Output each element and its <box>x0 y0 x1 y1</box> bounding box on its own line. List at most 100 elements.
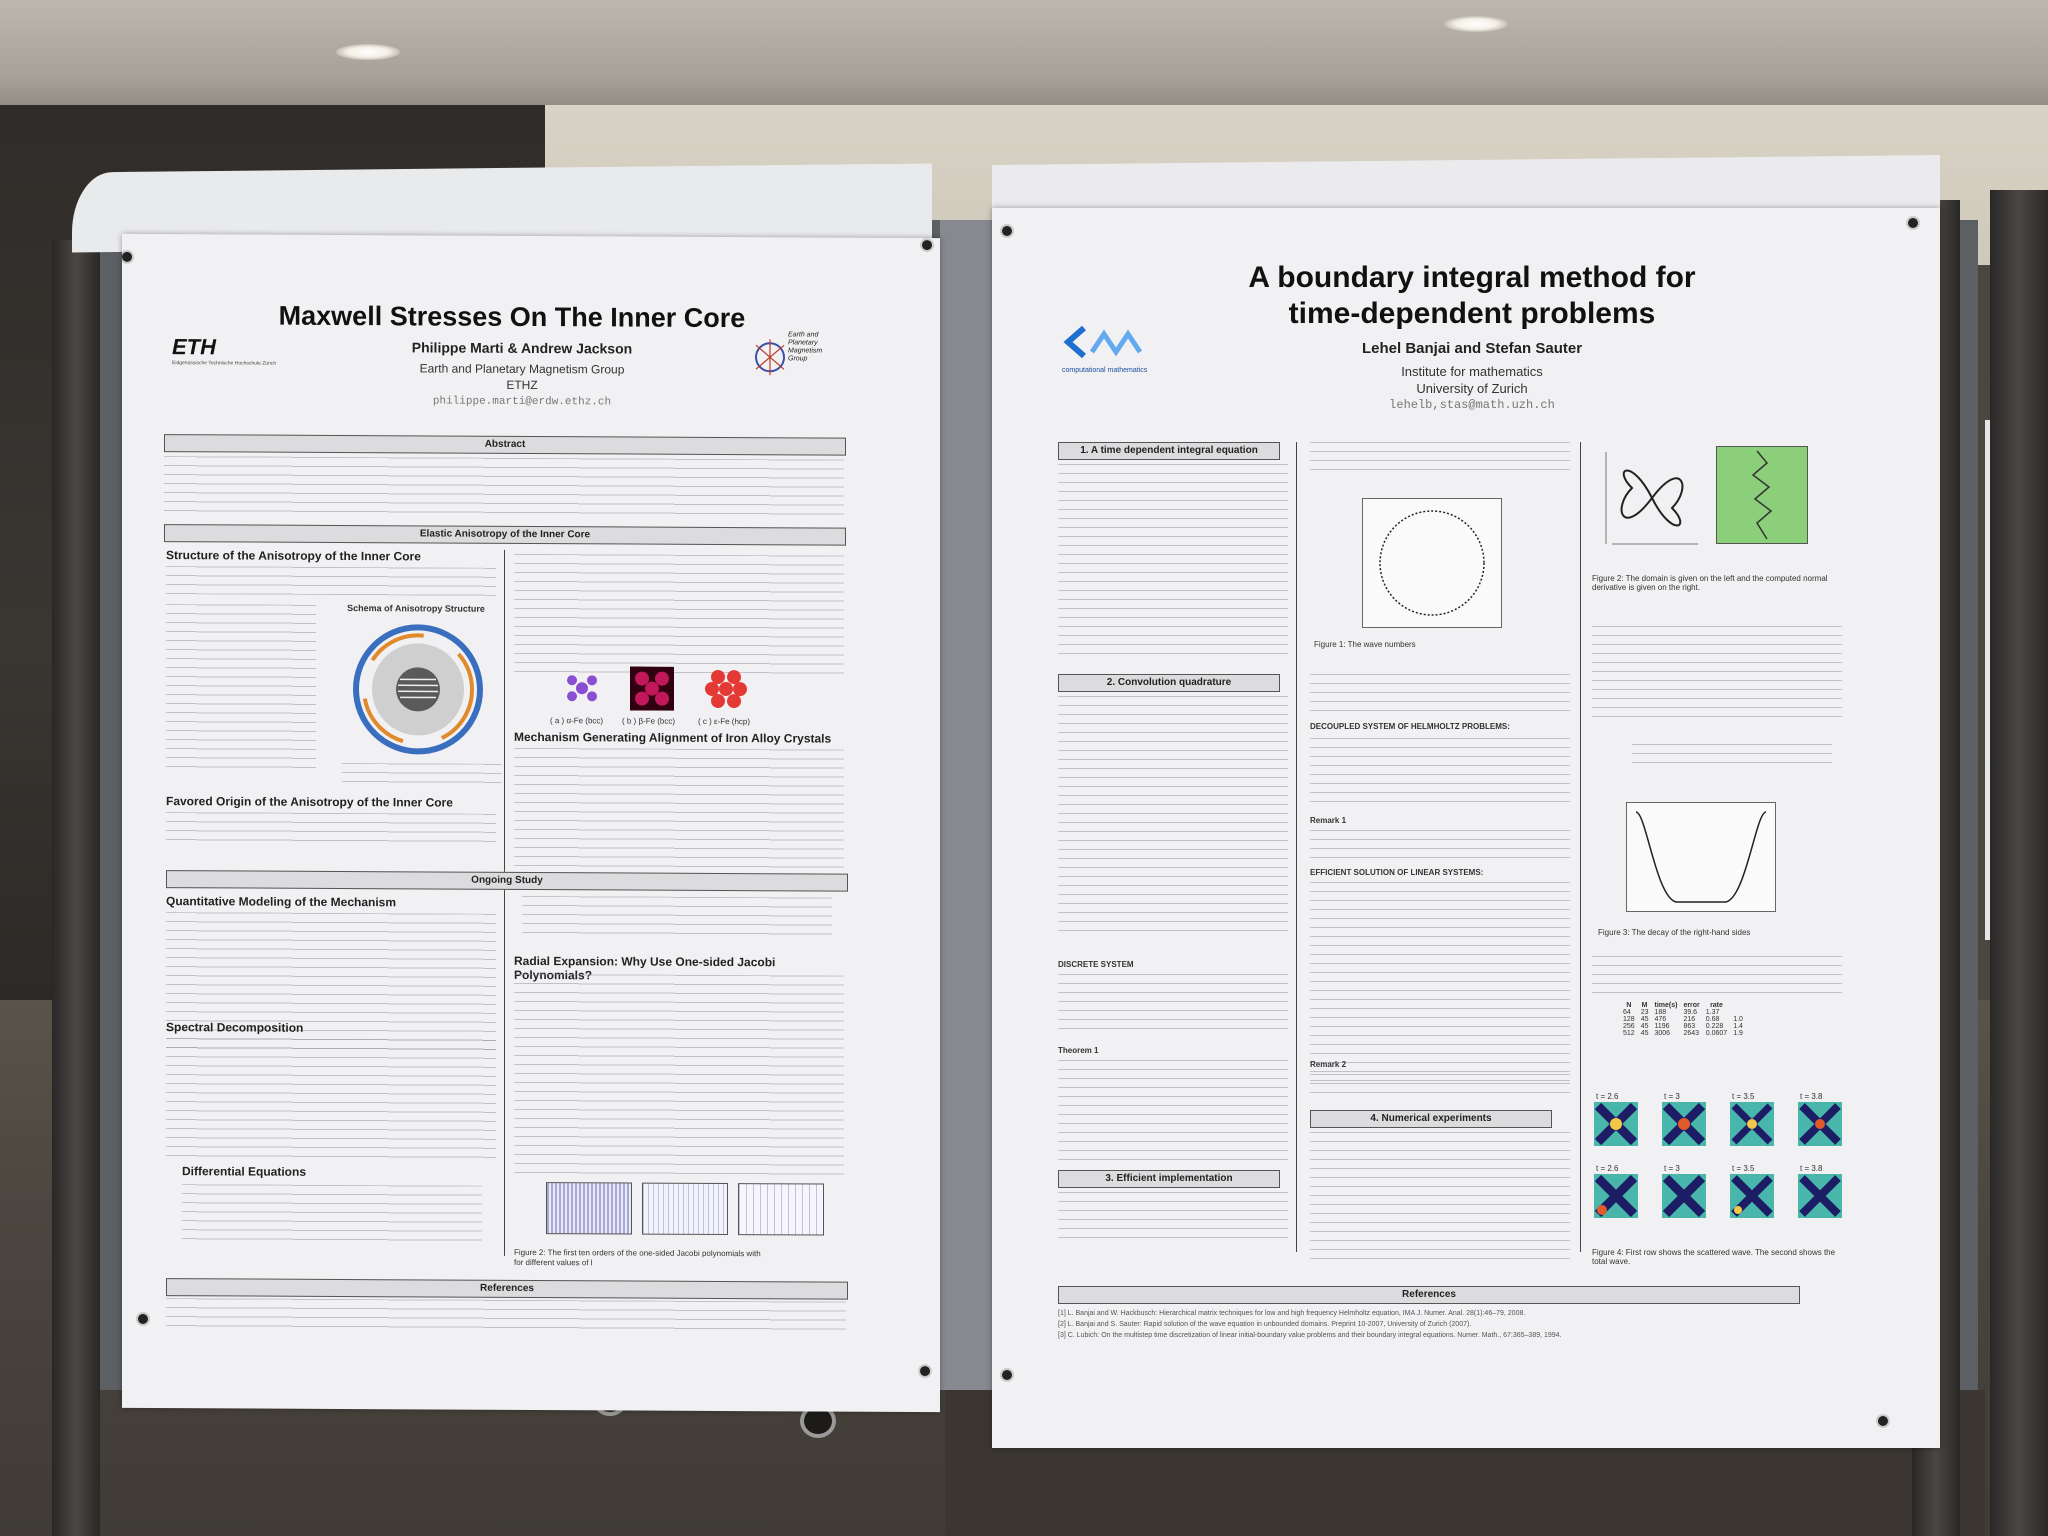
heading-mechanism: Mechanism Generating Alignment of Iron A… <box>514 729 832 746</box>
ceiling-light-left <box>336 44 400 60</box>
table-cell: 2643 <box>1683 1030 1700 1037</box>
remark2-text <box>1310 1074 1570 1094</box>
figure1-caption: Figure 1: The wave numbers <box>1314 640 1416 649</box>
section-references: References <box>1058 1286 1800 1304</box>
poster-authors: Lehel Banjai and Stefan Sauter <box>1361 340 1583 357</box>
figure2-caption: Figure 2: The domain is given on the lef… <box>1592 574 1828 592</box>
table-cell: 39.6 <box>1683 1009 1698 1016</box>
crystal-label-b: ( b ) β-Fe (bcc) <box>622 716 676 726</box>
section-efficient-implementation: 3. Efficient implementation <box>1058 1170 1280 1188</box>
discrete-system-text <box>1058 974 1288 1034</box>
pushpin <box>1000 224 1014 238</box>
board-post-left <box>52 240 100 1536</box>
ceiling <box>0 0 2048 110</box>
column2-intro <box>1310 442 1570 476</box>
table-cell: 256 <box>1623 1023 1635 1030</box>
poster-university: University of Zurich <box>1416 381 1528 396</box>
column3-text-a <box>1592 626 1842 722</box>
panel-label: t = 3 <box>1664 1164 1680 1173</box>
label-efficient-solution: EFFICIENT SOLUTION OF LINEAR SYSTEMS: <box>1310 868 1484 877</box>
reference-item: [3] C. Lubich: On the multistep time dis… <box>1058 1332 1562 1339</box>
panel-label: t = 2.6 <box>1596 1092 1619 1101</box>
structure-bullets <box>166 604 316 775</box>
table-header: time(s) <box>1654 1002 1678 1009</box>
magnetism-group-logo: Earth and Planetary Magnetism Group <box>750 325 830 395</box>
table-cell: 512 <box>1623 1030 1635 1037</box>
comp-math-logo: computational mathematics <box>1062 322 1172 382</box>
panel-label: t = 2.6 <box>1596 1164 1619 1173</box>
theorem-text <box>1058 1060 1288 1160</box>
references-text <box>166 1298 846 1336</box>
section-convolution-quadrature: 2. Convolution quadrature <box>1058 674 1280 692</box>
section-time-dependent-equation: 1. A time dependent integral equation <box>1058 442 1280 460</box>
mechanism-text <box>514 747 844 870</box>
comp-math-logo-caption: computational mathematics <box>1062 367 1148 374</box>
heading-favored-origin: Favored Origin of the Anisotropy of the … <box>166 794 453 810</box>
magnetism-logo-icon <box>755 339 785 376</box>
decoupled-text <box>1310 738 1570 808</box>
differential-equations <box>182 1184 482 1246</box>
table-row: 128 45 476 216 0.68 1.0 <box>1620 1016 1746 1023</box>
table-cell: 863 <box>1683 1023 1696 1030</box>
heading-differential-equations: Differential Equations <box>182 1164 307 1179</box>
abstract-text <box>164 456 844 522</box>
crystal-beta-icon <box>630 666 674 711</box>
poster-maxwell-stresses: ETH Eidgenössische Technische Hochschule… <box>122 233 940 1413</box>
table-cell: 1.9 <box>1733 1030 1743 1037</box>
table-cell: 128 <box>1623 1016 1635 1023</box>
poster-authors: Philippe Marti & Andrew Jackson <box>411 339 633 357</box>
section-abstract: Abstract <box>164 434 846 456</box>
table-cell: 1.4 <box>1733 1023 1743 1030</box>
column-divider-2 <box>1580 442 1581 1252</box>
pushpin <box>920 238 934 253</box>
table-cell: 3006 <box>1654 1030 1671 1037</box>
eth-logo: ETH Eidgenössische Technische Hochschule… <box>172 334 292 367</box>
wave-panel-images <box>1594 1102 1842 1218</box>
column2-text-a <box>1310 674 1570 714</box>
anisotropy-schema-figure <box>353 624 483 755</box>
section2-text <box>1058 696 1288 936</box>
crystal-epsilon-icon <box>705 669 747 709</box>
right-equation <box>522 895 832 940</box>
section4-text <box>1310 1132 1570 1262</box>
magnetism-logo-text: Earth and Planetary Magnetism Group <box>788 331 823 363</box>
panel-label: t = 3.5 <box>1732 1164 1755 1173</box>
right-column-text <box>514 553 844 676</box>
poster-group: Earth and Planetary Magnetism Group <box>419 361 625 377</box>
table-cell: 1196 <box>1654 1023 1670 1030</box>
table-header: error <box>1683 1002 1700 1009</box>
results-table: N M time(s) error rate 64 23 188 39.6 1.… <box>1620 1002 1746 1037</box>
table-row: 256 45 1196 863 0.228 1.4 <box>1620 1023 1746 1030</box>
schema-heading: Schema of Anisotropy Structure <box>347 603 485 614</box>
section-elastic-anisotropy: Elastic Anisotropy of the Inner Core <box>164 524 846 546</box>
board-post-right <box>1990 190 2048 1536</box>
pushpin <box>918 1364 932 1379</box>
table-header-row: N M time(s) error rate <box>1620 1002 1746 1009</box>
domain-figure <box>1605 452 1698 545</box>
remark1-text <box>1310 830 1570 860</box>
poster-title-line1: A boundary integral method for <box>1248 261 1696 294</box>
ceiling-light-right <box>1444 16 1508 32</box>
label-theorem: Theorem 1 <box>1058 1046 1099 1055</box>
iron-crystal-figures: ( a ) α-Fe (bcc) ( b ) β-Fe (bcc) ( c ) … <box>550 666 842 757</box>
radial-text <box>514 973 844 1176</box>
jacobi-figure-b <box>642 1182 728 1236</box>
poster-title-line2: time-dependent problems <box>1288 297 1656 330</box>
table-header: rate <box>1710 1002 1723 1009</box>
poster-institute: Institute for mathematics <box>1401 364 1543 379</box>
pushpin <box>1000 1368 1014 1382</box>
table-cell: 45 <box>1640 1016 1649 1023</box>
references-list: [1] L. Banjai and W. Hackbusch: Hierarch… <box>1058 1308 1818 1341</box>
table-row: 512 45 3006 2643 0.0607 1.9 <box>1620 1030 1746 1037</box>
table-cell: 188 <box>1654 1009 1667 1016</box>
spectral-text <box>166 1038 496 1160</box>
normal-derivative-figure <box>1716 446 1808 544</box>
table-cell: 0.228 <box>1705 1023 1724 1030</box>
table-header: M <box>1641 1002 1648 1009</box>
table-cell: 1.37 <box>1705 1009 1720 1016</box>
jacobi-figure-caption: Figure 2: The first ten orders of the on… <box>514 1247 761 1259</box>
jacobi-figure-c <box>738 1183 824 1236</box>
structure-text <box>166 566 496 596</box>
label-decoupled-system: DECOUPLED SYSTEM OF HELMHOLTZ PROBLEMS: <box>1310 722 1510 731</box>
column-divider <box>1296 442 1297 1252</box>
